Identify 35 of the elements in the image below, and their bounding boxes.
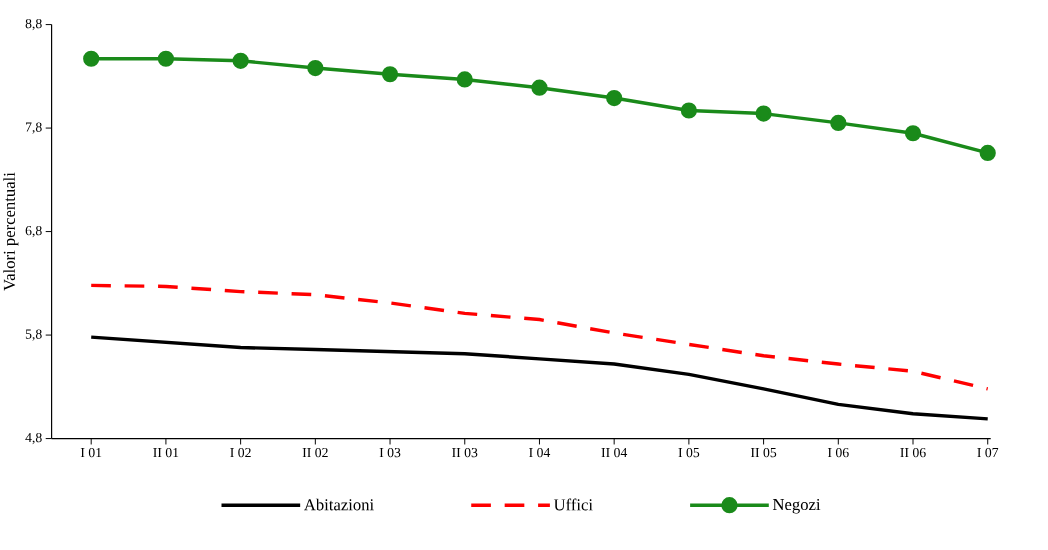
- x-tick-label: I 04: [529, 448, 551, 458]
- point: [830, 114, 847, 132]
- x-tick-label: II 03: [452, 448, 478, 458]
- y-tick-label: 7,8: [26, 122, 42, 134]
- point: [531, 79, 548, 96]
- x-tick-label: II 06: [900, 448, 926, 458]
- point: [904, 125, 922, 142]
- point: [456, 71, 473, 88]
- point: [381, 66, 399, 83]
- x-tick-label: I 07: [977, 448, 999, 458]
- x-tick-label: I 01: [80, 448, 102, 458]
- x-tick-label: II 05: [750, 448, 777, 458]
- x-tick-label: II 02: [302, 448, 328, 458]
- point: [979, 144, 996, 162]
- x-tick-label: I 06: [827, 448, 849, 458]
- point: [307, 60, 324, 77]
- point: [606, 90, 623, 107]
- point: [157, 50, 175, 67]
- x-tick-label: I 05: [678, 448, 700, 458]
- point: [232, 52, 249, 70]
- x-tick-label: II 04: [601, 448, 628, 458]
- y-tick-label: 4,8: [25, 433, 42, 445]
- y-tick-label: 8,8: [25, 19, 42, 31]
- y-tick-label: 5,8: [25, 329, 42, 341]
- point: [83, 50, 100, 67]
- x-tick-label: I 03: [379, 448, 401, 458]
- x-tick-label: I 02: [230, 448, 251, 458]
- x-tick-label: II 01: [153, 448, 179, 458]
- y-axis-title: Valori percentuali: [3, 172, 19, 291]
- legend-label: Abitazioni: [304, 498, 374, 511]
- legend-label: Negozi: [772, 499, 821, 514]
- point: [680, 102, 697, 119]
- point: [755, 105, 772, 122]
- legend-label: Uffici: [553, 498, 593, 511]
- y-tick-label: 6,8: [25, 226, 42, 238]
